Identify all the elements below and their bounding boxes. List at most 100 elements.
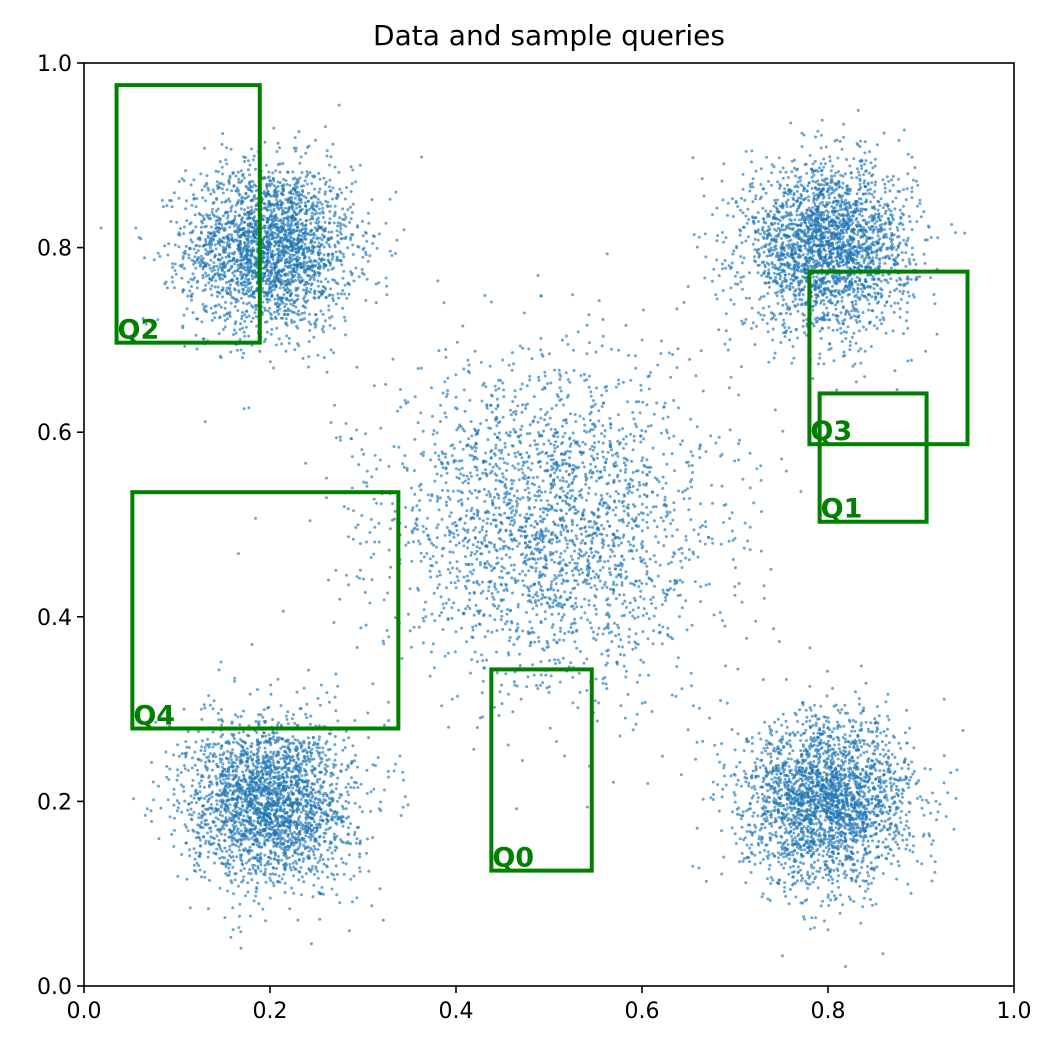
data-point — [286, 278, 290, 282]
data-point — [272, 310, 276, 314]
data-point — [907, 214, 911, 218]
data-point — [343, 218, 347, 222]
data-point — [292, 230, 296, 234]
data-point — [337, 170, 341, 174]
data-point — [839, 331, 843, 335]
data-point — [262, 201, 266, 205]
data-point — [856, 290, 860, 294]
data-point — [218, 276, 222, 280]
data-point — [181, 288, 185, 292]
data-point — [243, 280, 247, 284]
data-point — [767, 179, 770, 183]
data-point — [313, 296, 317, 300]
data-point — [864, 208, 868, 211]
data-point — [302, 235, 306, 239]
data-point — [364, 253, 368, 257]
data-point — [777, 268, 780, 272]
data-point — [240, 219, 244, 222]
data-point — [811, 231, 815, 234]
data-point — [238, 259, 242, 262]
data-point — [253, 311, 257, 315]
data-point — [227, 233, 231, 237]
data-point — [770, 261, 774, 264]
data-point — [867, 220, 871, 224]
data-point — [816, 129, 820, 133]
data-point — [890, 253, 894, 257]
data-point — [293, 196, 297, 200]
data-point — [797, 176, 801, 180]
data-point — [858, 298, 862, 301]
data-point — [906, 326, 910, 330]
data-point — [284, 322, 288, 326]
data-point — [841, 230, 845, 233]
data-point — [815, 198, 819, 202]
data-point — [283, 305, 287, 309]
data-point — [890, 178, 894, 182]
data-point — [304, 175, 308, 179]
data-point — [307, 256, 311, 260]
data-point — [814, 168, 818, 172]
data-point — [739, 196, 743, 200]
data-point — [811, 257, 815, 261]
data-point — [911, 293, 915, 297]
data-point — [238, 270, 242, 274]
data-point — [888, 223, 892, 227]
data-point — [304, 291, 308, 295]
data-point — [246, 168, 250, 172]
data-point — [814, 303, 817, 307]
data-point — [215, 198, 219, 201]
data-point — [239, 227, 243, 231]
data-point — [796, 309, 800, 313]
data-point — [284, 216, 288, 220]
data-point — [828, 185, 832, 189]
data-point — [858, 212, 862, 216]
data-point — [841, 260, 845, 263]
data-point — [918, 202, 922, 205]
data-point — [270, 182, 274, 186]
data-point — [733, 274, 737, 278]
data-point — [855, 192, 859, 196]
data-point — [193, 213, 197, 217]
data-point — [317, 171, 321, 175]
data-point — [241, 247, 245, 250]
data-point — [827, 193, 831, 197]
data-point — [306, 173, 310, 177]
data-point — [245, 196, 249, 200]
data-point — [884, 209, 888, 213]
data-point — [217, 252, 221, 256]
data-point — [194, 333, 198, 337]
data-point — [281, 250, 285, 254]
data-point — [322, 290, 326, 294]
data-point — [765, 322, 769, 325]
data-point — [329, 235, 333, 239]
data-point — [267, 283, 271, 287]
data-point — [247, 211, 251, 215]
data-point — [780, 294, 784, 298]
data-point — [789, 219, 793, 222]
data-point — [347, 292, 351, 296]
data-point — [301, 288, 305, 292]
data-point — [331, 142, 335, 146]
data-point — [245, 309, 249, 313]
data-point — [246, 206, 250, 210]
data-point — [262, 272, 266, 275]
data-point — [821, 276, 825, 280]
data-point — [686, 285, 690, 288]
data-point — [839, 276, 843, 280]
data-point — [224, 281, 228, 284]
data-point — [839, 311, 843, 315]
data-point — [210, 293, 214, 297]
data-point — [343, 283, 347, 287]
data-point — [898, 289, 902, 293]
data-point — [789, 189, 793, 193]
data-point — [815, 275, 819, 279]
data-point — [304, 224, 308, 228]
data-point — [846, 213, 850, 217]
data-point — [269, 290, 273, 294]
data-point — [265, 268, 269, 272]
data-point — [744, 214, 748, 218]
data-point — [296, 294, 300, 298]
data-point — [824, 230, 828, 234]
data-point — [767, 360, 771, 364]
data-point — [842, 330, 846, 334]
